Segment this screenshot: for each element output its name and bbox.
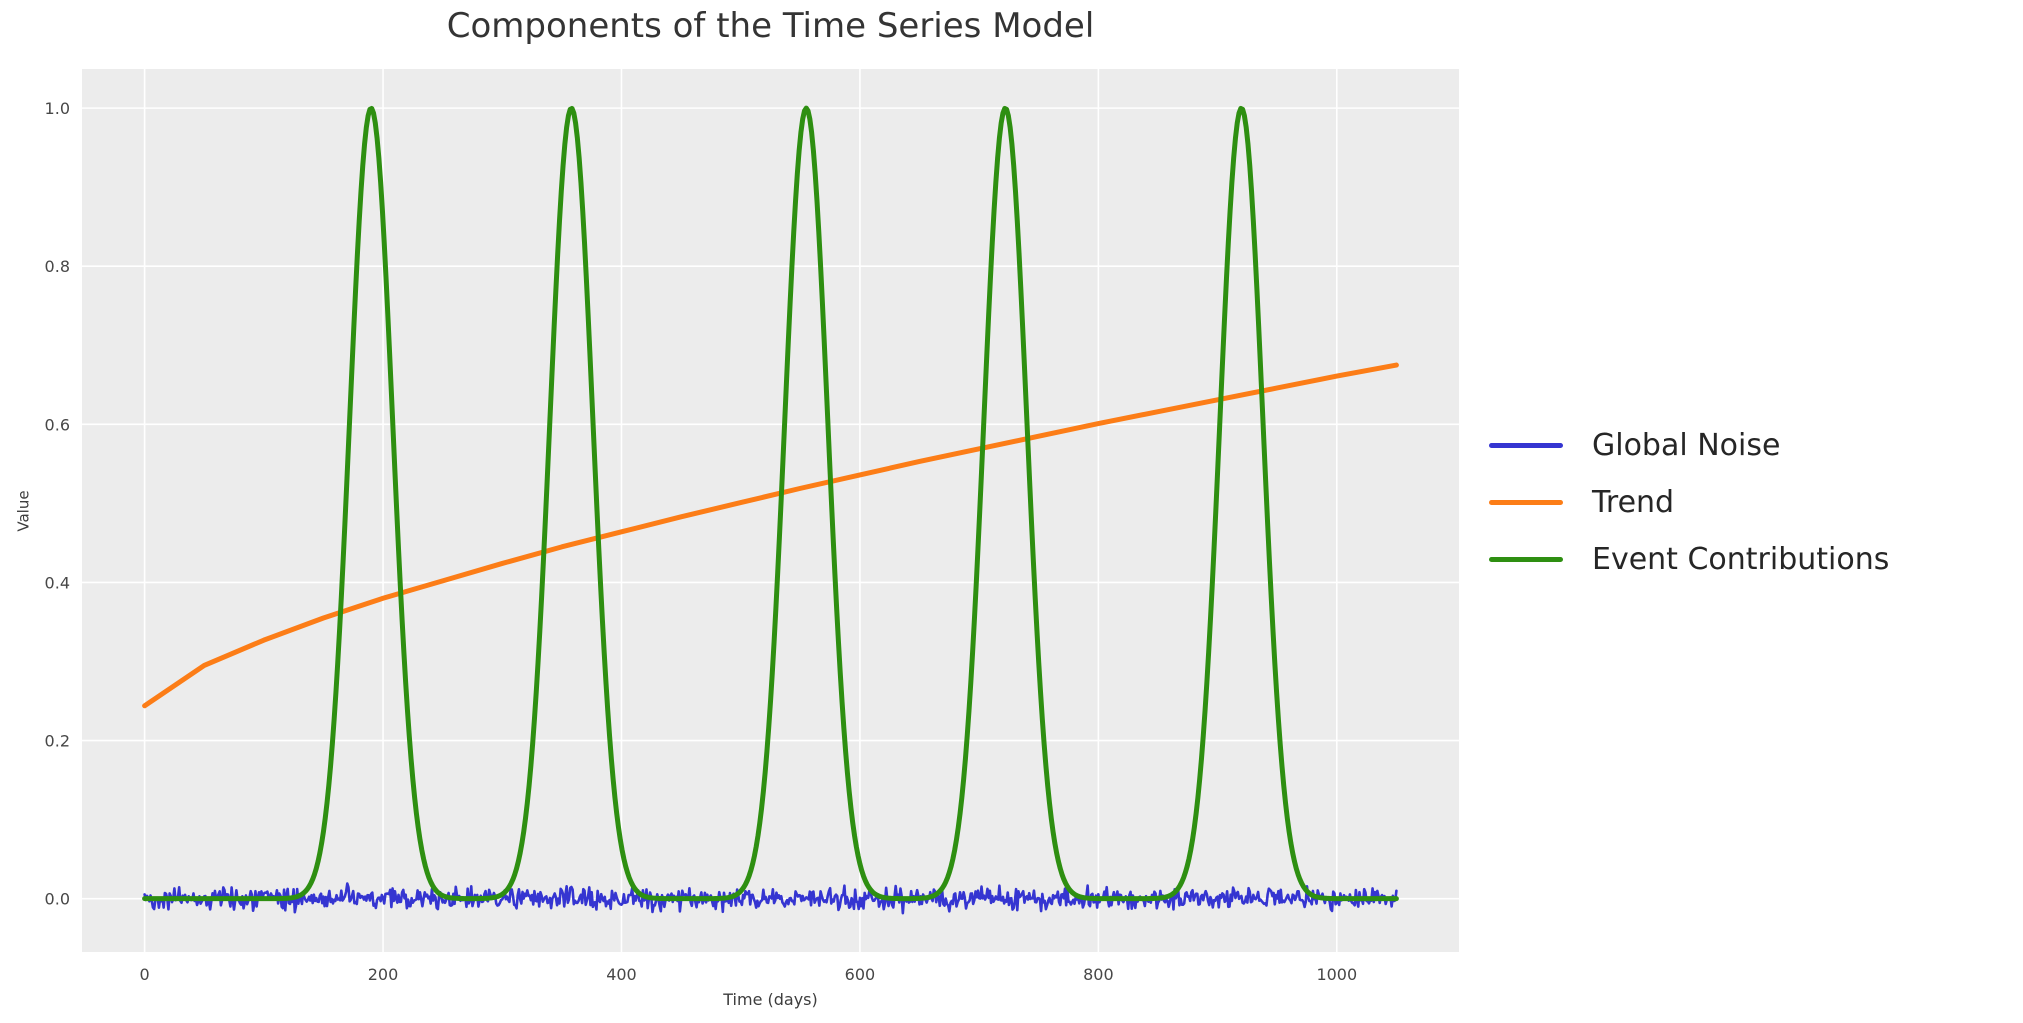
legend-swatch-trend	[1489, 500, 1563, 505]
legend-swatch-event-contributions	[1489, 557, 1563, 562]
y-tick-label: 1.0	[45, 99, 70, 118]
y-tick-label: 0.8	[45, 257, 70, 276]
legend-item-global-noise: Global Noise	[1489, 424, 1889, 467]
legend-label-global-noise: Global Noise	[1592, 428, 1781, 463]
y-axis-label: Value	[14, 490, 33, 532]
series-global-noise	[143, 882, 1398, 915]
x-tick-label: 800	[1083, 965, 1114, 984]
y-tick-label: 0.0	[45, 890, 70, 909]
x-tick-label: 200	[368, 965, 399, 984]
x-tick-label: 1000	[1316, 965, 1357, 984]
series-event-contributions	[142, 105, 1399, 902]
y-tick-label: 0.4	[45, 573, 70, 592]
legend-item-trend: Trend	[1489, 481, 1889, 524]
series-trend	[142, 362, 1399, 709]
legend-swatch-global-noise	[1489, 443, 1563, 448]
legend-label-trend: Trend	[1592, 485, 1675, 520]
legend: Global Noise Trend Event Contributions	[1489, 424, 1889, 581]
x-axis-label: Time (days)	[723, 990, 818, 1009]
x-tick-label: 0	[139, 965, 149, 984]
legend-item-event-contributions: Event Contributions	[1489, 538, 1889, 581]
y-tick-label: 0.6	[45, 415, 70, 434]
chart-title: Components of the Time Series Model	[446, 6, 1095, 46]
x-tick-label: 400	[606, 965, 637, 984]
x-tick-label: 600	[845, 965, 876, 984]
y-tick-label: 0.2	[45, 732, 70, 751]
legend-label-event-contributions: Event Contributions	[1592, 542, 1890, 577]
